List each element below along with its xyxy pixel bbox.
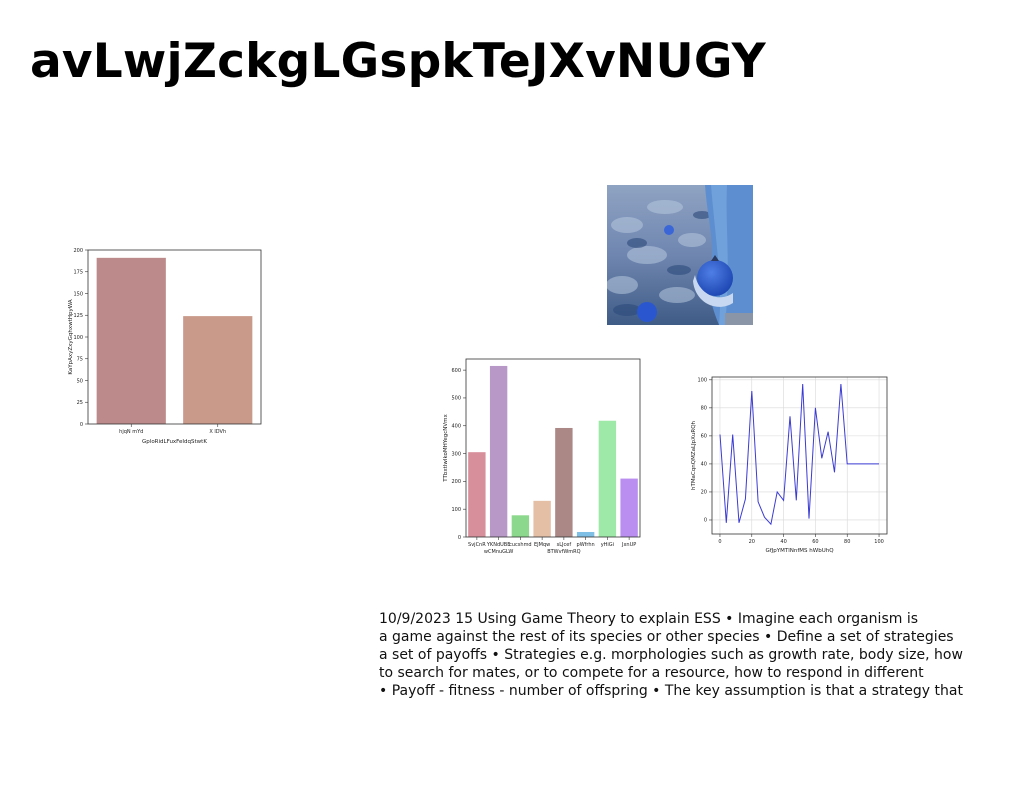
bar xyxy=(598,420,617,537)
body-line: a set of payoffs • Strategies e.g. morph… xyxy=(379,647,963,663)
x-tick-label: 0 xyxy=(718,539,721,545)
x-tick-label: BTWvfWmRQ xyxy=(547,549,580,555)
series-line xyxy=(719,383,879,526)
bar xyxy=(489,365,508,537)
y-tick-label: 400 xyxy=(451,424,461,430)
y-tick-label: 0 xyxy=(458,535,461,541)
bar xyxy=(468,452,486,537)
y-tick-label: 600 xyxy=(451,368,461,374)
x-tick-label: JxnUP xyxy=(621,542,636,548)
x-tick-label: 60 xyxy=(812,539,818,545)
x-tick-label: 20 xyxy=(749,539,755,545)
y-tick-label: 0 xyxy=(80,422,83,428)
x-tick-label: cucshmd xyxy=(509,542,532,548)
y-tick-label: 200 xyxy=(451,479,461,485)
slide-title: avLwjZckgLGspkTeJXvNUGY xyxy=(30,34,766,89)
y-tick-label: 125 xyxy=(73,313,83,319)
y-tick-label: 100 xyxy=(697,378,707,384)
x-tick-label: YKNdUBE xyxy=(486,542,511,548)
x-axis-label: GfJpYMTlNnfMS hWbUhQ xyxy=(765,548,834,554)
x-tick-label: pWfrhn xyxy=(577,542,595,548)
harvest-photo-illustration xyxy=(607,185,753,325)
line-chart-right: 0 20 40 60 80 100 0 20 40 60 80 100 GfJpYMTlNnfMS hW… xyxy=(691,376,888,554)
x-tick-label: 80 xyxy=(844,539,850,545)
y-tick-label: 25 xyxy=(77,400,83,406)
plot-frame xyxy=(711,376,888,535)
bar-chart-left: 0 25 50 75 100 125 150 175 200 hjqN mYd X lDVhGplo… xyxy=(68,248,262,445)
bar xyxy=(555,427,573,537)
x-tick-label: hjqN mYd xyxy=(119,429,143,435)
photo-blue-fruit-harvest xyxy=(607,185,753,325)
y-axis-label: hTMaCqnQMZaLJpXuRQh xyxy=(691,420,697,490)
bar xyxy=(183,316,253,424)
x-axis-label: GploRidLFuxFeIdqStwtK xyxy=(142,439,207,445)
y-axis-label: KaYpAxyZxyGqhxwtHpyWA xyxy=(68,299,74,374)
x-tick-label: 40 xyxy=(780,539,786,545)
y-tick-label: 300 xyxy=(451,451,461,457)
y-tick-label: 20 xyxy=(701,490,707,496)
bar xyxy=(620,478,638,537)
body-line: • Payoff - fitness - number of offspring… xyxy=(379,683,963,699)
y-tick-label: 80 xyxy=(701,406,707,412)
y-tick-label: 200 xyxy=(73,248,83,254)
x-tick-label: sLJcef xyxy=(557,542,572,548)
x-tick-label: wCMnuGLW xyxy=(484,549,513,555)
y-tick-label: 75 xyxy=(77,357,83,363)
body-line: a game against the rest of its species o… xyxy=(379,629,954,645)
bar-chart-middle: 0 100 200 300 400 500 600 SvjCnR YKNdUBEwCMnuGLW… xyxy=(443,358,641,555)
y-tick-label: 175 xyxy=(73,270,83,276)
y-tick-label: 100 xyxy=(451,507,461,513)
y-tick-label: 60 xyxy=(701,434,707,440)
x-tick-label: EJMqw xyxy=(534,542,550,548)
x-tick-label: yHiGi xyxy=(601,542,614,548)
bar xyxy=(96,257,166,424)
bar xyxy=(511,515,530,537)
y-tick-label: 150 xyxy=(73,291,83,297)
y-tick-label: 100 xyxy=(73,335,83,341)
bar xyxy=(576,531,595,537)
bar xyxy=(533,500,551,537)
slide-body-text: 10/9/2023 15 Using Game Theory to explai… xyxy=(379,610,979,700)
y-axis-label: TTbxtIwIkoMHYegcNVmx xyxy=(443,414,449,483)
plot-frame xyxy=(465,358,641,538)
y-tick-label: 40 xyxy=(701,462,707,468)
x-tick-label: X lDVh xyxy=(209,429,226,435)
body-line: 10/9/2023 15 Using Game Theory to explai… xyxy=(379,611,919,627)
y-tick-label: 500 xyxy=(451,396,461,402)
body-line: to search for mates, or to compete for a… xyxy=(379,665,924,681)
y-tick-label: 50 xyxy=(77,378,83,384)
x-tick-label: 100 xyxy=(874,539,884,545)
y-tick-label: 0 xyxy=(704,518,707,524)
x-tick-label: SvjCnR xyxy=(468,542,486,548)
